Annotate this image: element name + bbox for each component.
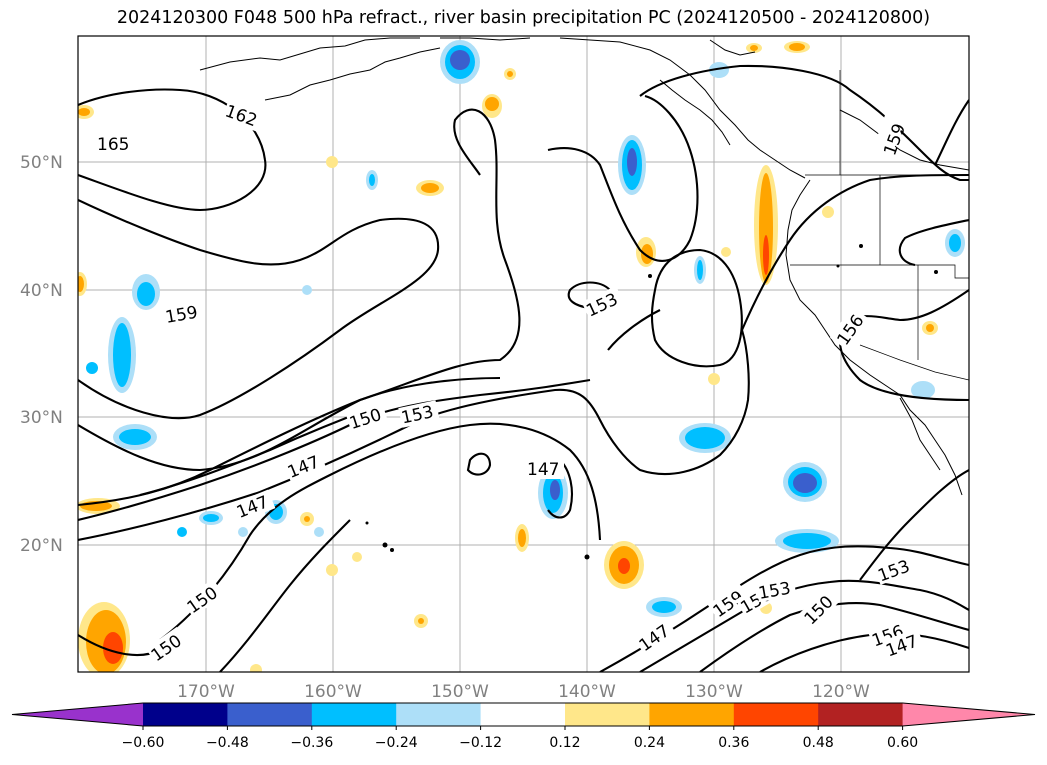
colorbar-extend-high bbox=[902, 703, 1035, 726]
precip-blob bbox=[618, 558, 630, 574]
lon-label: 140°W bbox=[558, 682, 616, 702]
precip-blob bbox=[326, 564, 338, 576]
precip-blob bbox=[627, 148, 637, 176]
colorbar-tick-label: −0.36 bbox=[290, 735, 333, 751]
precip-blob bbox=[822, 206, 834, 218]
precip-blob bbox=[369, 174, 375, 186]
lon-label: 160°W bbox=[304, 682, 362, 702]
contour-label: 165 bbox=[97, 135, 129, 155]
contour-label: 159 bbox=[164, 303, 199, 328]
precip-blob bbox=[86, 362, 98, 374]
precip-blob bbox=[314, 527, 324, 537]
precip-blob bbox=[103, 632, 123, 664]
precip-blob bbox=[113, 323, 131, 387]
precip-blob bbox=[641, 244, 653, 264]
colorbar-segment bbox=[227, 703, 313, 726]
precip-blob bbox=[250, 664, 262, 672]
islands bbox=[365, 244, 938, 560]
colorbar-tick-label: 0.48 bbox=[803, 735, 834, 751]
precip-blob bbox=[137, 282, 155, 306]
colorbar-tick-label: −0.24 bbox=[375, 735, 418, 751]
precip-blob bbox=[177, 527, 187, 537]
colorbar-tick-label: −0.12 bbox=[459, 735, 502, 751]
colorbar-tick-label: 0.12 bbox=[549, 735, 580, 751]
precip-blob bbox=[78, 108, 90, 116]
lon-label: 150°W bbox=[431, 682, 489, 702]
gridlines bbox=[78, 36, 969, 672]
map-title: 2024120300 F048 500 hPa refract., river … bbox=[116, 8, 931, 28]
contours bbox=[78, 64, 969, 672]
colorbar-segment bbox=[143, 703, 228, 726]
precip-blob bbox=[697, 260, 703, 280]
colorbar-segment bbox=[649, 703, 735, 726]
precip-blob bbox=[783, 533, 831, 549]
precip-blob bbox=[421, 183, 439, 193]
lon-label: 130°W bbox=[685, 682, 743, 702]
colorbar-segment bbox=[565, 703, 650, 726]
precip-blob bbox=[304, 516, 310, 522]
precip-blob bbox=[352, 552, 362, 562]
lat-label: 40°N bbox=[20, 281, 63, 301]
colorbar-segment bbox=[733, 703, 819, 726]
colorbar-segment bbox=[818, 703, 904, 726]
precip-blob bbox=[709, 62, 729, 78]
colorbar: −0.60 −0.48 −0.36 −0.24 −0.12 0.12 0.24 0.36 0.4… bbox=[11, 702, 1036, 751]
colorbar-tick-label: −0.60 bbox=[122, 735, 165, 751]
precip-blob bbox=[652, 601, 676, 613]
colorbar-extend-low bbox=[12, 703, 143, 726]
precip-blob bbox=[485, 97, 499, 111]
precip-blob bbox=[911, 381, 935, 399]
precip-blobs bbox=[78, 40, 965, 672]
precip-blob bbox=[78, 276, 84, 292]
precip-blob bbox=[759, 173, 773, 283]
lat-label: 50°N bbox=[20, 153, 63, 173]
precip-blob bbox=[763, 235, 769, 275]
map-frame bbox=[77, 35, 970, 673]
colorbar-tick-label: 0.60 bbox=[887, 735, 918, 751]
contour-label: 162 bbox=[222, 101, 259, 131]
precip-blob bbox=[518, 529, 526, 547]
lon-label: 170°W bbox=[177, 682, 235, 702]
colorbar-segment bbox=[311, 703, 397, 726]
contour-label: 147 bbox=[527, 460, 559, 480]
precip-blob bbox=[119, 429, 151, 445]
precip-blob bbox=[326, 156, 338, 168]
precip-blob bbox=[750, 45, 758, 51]
contour-label: 147 bbox=[285, 452, 323, 483]
contour-label: 147 bbox=[234, 492, 272, 523]
contour-label: 150 bbox=[347, 405, 384, 434]
colorbar-tick-label: −0.48 bbox=[206, 735, 249, 751]
lat-label: 30°N bbox=[20, 408, 63, 428]
colorbar-segment bbox=[480, 703, 566, 726]
colorbar-tick-label: 0.36 bbox=[718, 735, 749, 751]
precip-blob bbox=[949, 234, 961, 252]
lon-label: 120°W bbox=[812, 682, 870, 702]
precip-blob bbox=[721, 247, 731, 257]
precip-blob bbox=[418, 618, 424, 624]
precip-blob bbox=[926, 324, 934, 332]
precip-blob bbox=[793, 473, 817, 493]
precip-blob bbox=[685, 427, 725, 449]
colorbar-tick-label: 0.24 bbox=[634, 735, 665, 751]
precip-blob bbox=[550, 480, 560, 500]
precip-blob bbox=[708, 373, 720, 385]
colorbar-segment bbox=[396, 703, 482, 726]
contour-label: 153 bbox=[757, 579, 792, 604]
latitude-labels: 50°N 40°N 30°N 20°N bbox=[20, 153, 63, 556]
contour-label: 153 bbox=[875, 557, 912, 587]
precip-blob bbox=[203, 514, 219, 522]
coastlines bbox=[199, 37, 969, 496]
precip-blob bbox=[302, 285, 312, 295]
precip-blob bbox=[450, 50, 470, 70]
precip-blob bbox=[789, 43, 805, 51]
lat-label: 20°N bbox=[20, 536, 63, 556]
precip-blob bbox=[238, 527, 248, 537]
precip-blob bbox=[507, 71, 513, 77]
longitude-labels: 170°W 160°W 150°W 140°W 130°W 120°W bbox=[177, 682, 870, 702]
